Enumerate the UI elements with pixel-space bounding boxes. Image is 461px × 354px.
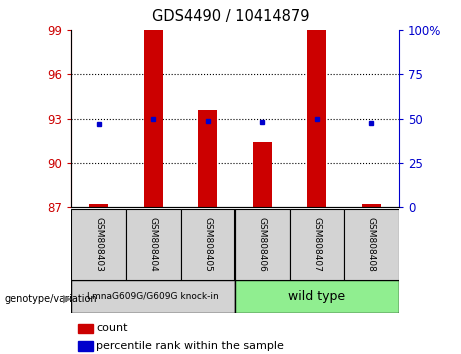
Bar bbox=[78, 341, 93, 350]
Bar bbox=[235, 280, 399, 313]
Text: LmnaG609G/G609G knock-in: LmnaG609G/G609G knock-in bbox=[88, 292, 219, 301]
Bar bbox=[71, 280, 235, 313]
Bar bbox=[344, 209, 399, 280]
Text: percentile rank within the sample: percentile rank within the sample bbox=[96, 341, 284, 351]
Bar bbox=[144, 30, 163, 207]
Text: GSM808405: GSM808405 bbox=[203, 217, 213, 272]
Bar bbox=[126, 209, 181, 280]
Text: GSM808403: GSM808403 bbox=[94, 217, 103, 272]
Bar bbox=[71, 209, 126, 280]
Text: GSM808407: GSM808407 bbox=[313, 217, 321, 272]
Bar bbox=[78, 324, 93, 333]
Text: GDS4490 / 10414879: GDS4490 / 10414879 bbox=[152, 9, 309, 24]
Text: GSM808408: GSM808408 bbox=[367, 217, 376, 272]
Text: count: count bbox=[96, 324, 128, 333]
Bar bbox=[362, 204, 381, 207]
Bar bbox=[235, 209, 290, 280]
Bar bbox=[307, 30, 326, 207]
Bar bbox=[253, 142, 272, 207]
Text: wild type: wild type bbox=[289, 290, 345, 303]
Text: GSM808406: GSM808406 bbox=[258, 217, 267, 272]
Text: GSM808404: GSM808404 bbox=[149, 217, 158, 272]
Bar bbox=[181, 209, 235, 280]
Bar bbox=[198, 110, 218, 207]
Bar bbox=[290, 209, 344, 280]
Bar bbox=[89, 204, 108, 207]
Text: ▶: ▶ bbox=[63, 294, 71, 304]
Text: genotype/variation: genotype/variation bbox=[5, 294, 97, 304]
